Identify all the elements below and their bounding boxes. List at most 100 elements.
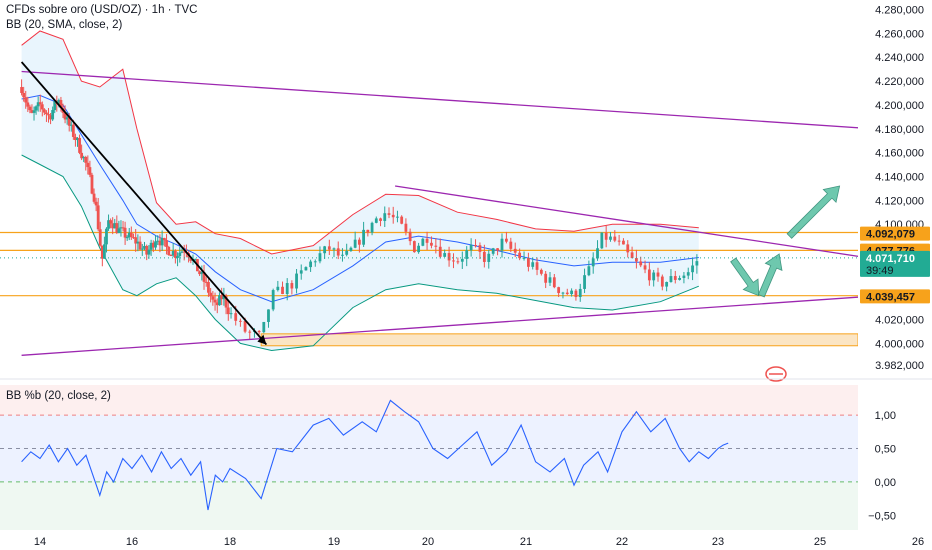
candle-body — [678, 277, 681, 280]
candle-body — [262, 321, 266, 333]
price-axis[interactable]: 4.280,000 4.260,000 4.240,000 4.220,000 4.20… — [858, 0, 932, 550]
time-tick-label: 16 — [126, 536, 138, 548]
candle-body — [366, 229, 370, 233]
candle-body — [96, 205, 100, 230]
bb-percent-b-label[interactable]: BB %b (20, close, 2) — [6, 390, 111, 402]
candle-body — [149, 242, 153, 250]
candle-body — [198, 271, 202, 275]
candle-body — [127, 232, 131, 238]
time-tick-label: 18 — [224, 536, 236, 548]
candle-body — [396, 216, 399, 218]
candle-body — [522, 257, 526, 259]
candle-body — [609, 236, 612, 240]
candle-body — [357, 239, 361, 245]
candle-body — [59, 99, 63, 109]
candle-body — [404, 223, 408, 232]
bearish-trendline — [20, 61, 268, 346]
candle-body — [211, 296, 215, 300]
candle-body — [36, 102, 40, 107]
candle-body — [267, 309, 270, 322]
bb-indicator-label[interactable]: BB (20, SMA, close, 2) — [6, 19, 123, 31]
candle-body — [391, 214, 395, 218]
candle-body — [565, 292, 569, 295]
candle-body — [660, 276, 664, 287]
candle-body — [138, 241, 142, 250]
candle-body — [220, 295, 224, 300]
price-tick-label: 4.240,000 — [875, 52, 924, 64]
price-tick-label: 3.982,000 — [875, 360, 924, 372]
candle-body — [535, 262, 539, 270]
candle-body — [434, 245, 438, 247]
candle-body — [349, 247, 353, 251]
candle-body — [117, 228, 121, 233]
overbought-zone — [0, 385, 858, 416]
price-tag-label: 4.039,457 — [866, 291, 915, 303]
candle-body — [239, 320, 242, 322]
candle-body — [47, 114, 50, 116]
candle-body — [243, 321, 247, 332]
candle-body — [323, 246, 327, 254]
percent-b-pane[interactable] — [0, 385, 858, 530]
candle-body — [134, 237, 138, 244]
candle-body — [215, 302, 219, 306]
candle-body — [327, 246, 331, 250]
candle-body — [639, 261, 643, 266]
candle-body — [370, 222, 374, 233]
pctb-tick-label: 1,00 — [875, 410, 896, 422]
current-price-label: 4.071,710 — [866, 253, 915, 265]
price-tick-label: 4.260,000 — [875, 28, 924, 40]
candle-body — [173, 250, 177, 258]
candle-body — [332, 248, 336, 250]
candle-body — [140, 248, 144, 250]
candle-body — [165, 240, 168, 247]
candle-body — [412, 241, 416, 253]
candle-body — [509, 241, 513, 249]
time-tick-label: 23 — [712, 536, 724, 548]
oversold-zone — [0, 481, 858, 530]
candle-body — [90, 174, 94, 194]
candle-body — [53, 101, 57, 111]
projection-arrow-0 — [730, 257, 760, 297]
candle-body — [387, 213, 391, 215]
candle-body — [57, 99, 61, 104]
candle-body — [552, 277, 556, 288]
candle-body — [248, 331, 252, 333]
candle-body — [154, 241, 157, 248]
candle-body — [438, 246, 442, 257]
price-tag-bg — [860, 289, 930, 304]
candle-body — [28, 106, 32, 111]
candle-body — [129, 232, 133, 238]
candle-body — [143, 245, 146, 249]
candle-body — [665, 281, 669, 287]
candle-body — [80, 152, 84, 159]
candle-body — [103, 244, 106, 259]
candle-body — [189, 257, 193, 261]
time-tick-label: 26 — [912, 536, 924, 548]
price-tick-label: 4.000,000 — [875, 338, 924, 350]
time-tick-label: 20 — [422, 536, 434, 548]
candle-body — [226, 307, 230, 315]
candle-body — [213, 299, 217, 303]
candle-body — [45, 112, 48, 115]
price-pane[interactable] — [0, 0, 932, 382]
candle-body — [86, 162, 90, 168]
candle-body — [452, 260, 455, 262]
time-axis[interactable]: 14 16 18 19 20 21 22 23 25 26 — [34, 536, 924, 548]
price-tick-label: 4.120,000 — [875, 195, 924, 207]
time-tick-label: 19 — [328, 536, 340, 548]
candle-body — [353, 239, 357, 248]
candle-body — [374, 218, 378, 223]
candle-body — [222, 295, 226, 300]
candle-body — [123, 227, 127, 238]
price-tick-label: 4.140,000 — [875, 171, 924, 183]
candle-body — [84, 156, 88, 163]
candle-body — [207, 281, 210, 293]
candle-body — [539, 269, 543, 274]
time-tick-label: 21 — [520, 536, 532, 548]
symbol-title[interactable]: CFDs sobre oro (USD/OZ) · 1h · TVC — [6, 4, 198, 16]
candle-body — [147, 249, 151, 255]
candle-body — [119, 227, 123, 229]
candle-body — [544, 273, 548, 283]
candle-body — [518, 252, 522, 259]
trendline-0 — [21, 70, 909, 132]
